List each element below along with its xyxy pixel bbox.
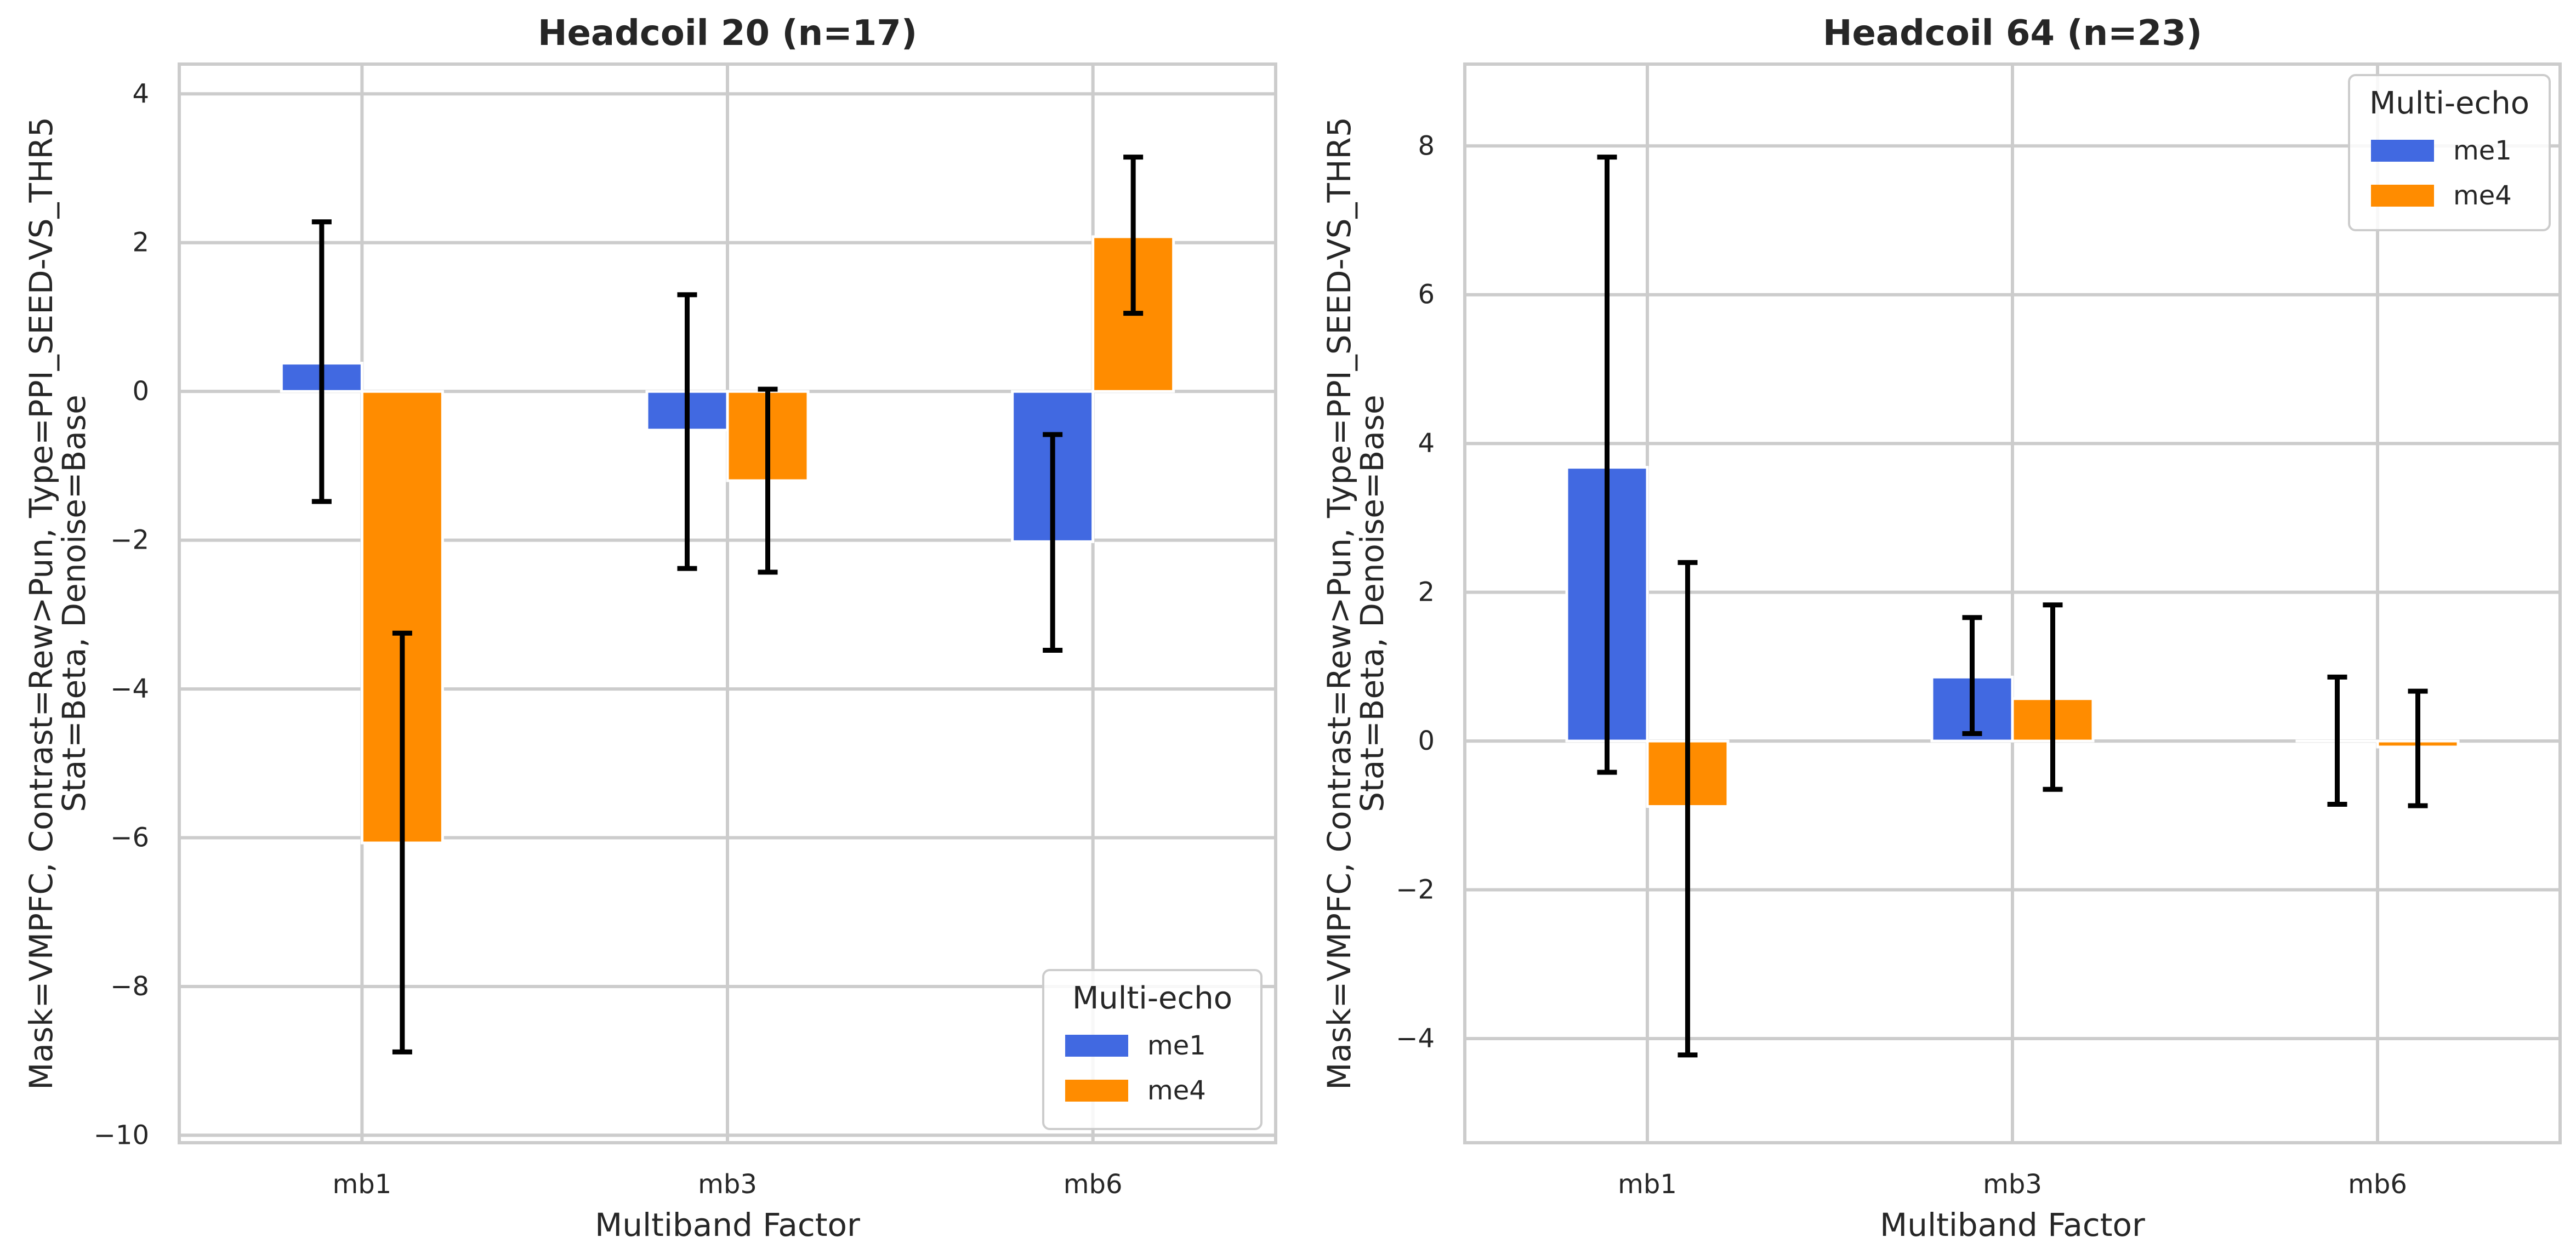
y-axis-label: Stat=Beta, Denoise=Base <box>55 395 93 812</box>
x-tick-label: mb1 <box>332 1169 391 1200</box>
legend-label-me4: me4 <box>1147 1075 1206 1106</box>
error-bar-me4-mb3 <box>2043 602 2063 792</box>
legend-swatch-me4 <box>1065 1080 1128 1102</box>
error-bar-me1-mb6 <box>2327 674 2347 807</box>
y-tick-label: 0 <box>1418 726 1435 756</box>
y-axis-label: Stat=Beta, Denoise=Base <box>1354 395 1391 812</box>
legend-title: Multi-echo <box>1072 980 1232 1016</box>
y-tick-label: 4 <box>132 78 149 109</box>
y-tick-label: −2 <box>110 525 149 556</box>
y-axis-label: Mask=VMPFC, Contrast=Rew>Pun, Type=PPI_S… <box>22 117 60 1090</box>
legend-swatch-me1 <box>1065 1035 1128 1057</box>
x-tick-label: mb1 <box>1618 1169 1677 1200</box>
error-bar-me1-mb1 <box>311 219 332 504</box>
x-tick-label: mb6 <box>2348 1169 2407 1200</box>
chart-title: Headcoil 20 (n=17) <box>538 13 917 54</box>
legend-label-me1: me1 <box>1147 1030 1206 1061</box>
y-tick-label: −2 <box>1396 875 1435 905</box>
x-tick-label: mb3 <box>698 1169 757 1200</box>
legend-label-me1: me1 <box>2453 135 2512 166</box>
y-tick-label: 8 <box>1418 130 1435 161</box>
x-axis-label: Multiband Factor <box>1880 1206 2145 1244</box>
y-axis-label: Mask=VMPFC, Contrast=Rew>Pun, Type=PPI_S… <box>1321 117 1358 1090</box>
legend: Multi-echo me1 me4 <box>1042 969 1263 1130</box>
y-tick-label: −8 <box>110 971 149 1002</box>
legend: Multi-echo me1 me4 <box>2348 74 2551 231</box>
y-tick-label: 6 <box>1418 280 1435 310</box>
legend-label-me4: me4 <box>2453 180 2512 211</box>
axes-frame <box>178 62 1277 1144</box>
x-axis-label: Multiband Factor <box>595 1206 860 1244</box>
y-tick-label: 0 <box>132 376 149 407</box>
y-tick-label: −6 <box>110 823 149 853</box>
error-bar-me4-mb6 <box>1123 155 1144 316</box>
y-tick-label: −4 <box>1396 1023 1435 1054</box>
error-bar-me1-mb3 <box>677 292 697 571</box>
legend-title: Multi-echo <box>2369 85 2529 121</box>
error-bar-me1-mb1 <box>1597 155 1617 775</box>
x-tick-label: mb6 <box>1064 1169 1123 1200</box>
error-bar-me4-mb3 <box>758 386 778 575</box>
x-tick-label: mb3 <box>1983 1169 2042 1200</box>
axes-frame <box>1463 62 2562 1144</box>
error-bar-me1-mb6 <box>1043 432 1063 653</box>
y-tick-label: −4 <box>110 674 149 704</box>
error-bar-me1-mb3 <box>1962 615 1982 737</box>
y-tick-label: 2 <box>132 227 149 258</box>
y-tick-label: 4 <box>1418 428 1435 459</box>
error-bar-me4-mb6 <box>2408 688 2428 808</box>
error-bar-me4-mb1 <box>392 630 412 1054</box>
error-bar-me4-mb1 <box>1677 560 1698 1058</box>
legend-swatch-me1 <box>2371 140 2434 162</box>
chart-title: Headcoil 64 (n=23) <box>1823 13 2202 54</box>
legend-swatch-me4 <box>2371 185 2434 207</box>
chart-panel-2: −4 −2 0 2 4 6 8 mb1 mb3 mb6 Headcoil 64 (n=23) Mult… <box>1321 13 2562 1244</box>
chart-panel-1: −10 −8 −6 −4 −2 0 2 4 mb1 mb3 mb6 Headcoil 20 (n=17… <box>22 13 1277 1244</box>
y-tick-label: 2 <box>1418 577 1435 608</box>
y-tick-label: −10 <box>94 1120 149 1150</box>
